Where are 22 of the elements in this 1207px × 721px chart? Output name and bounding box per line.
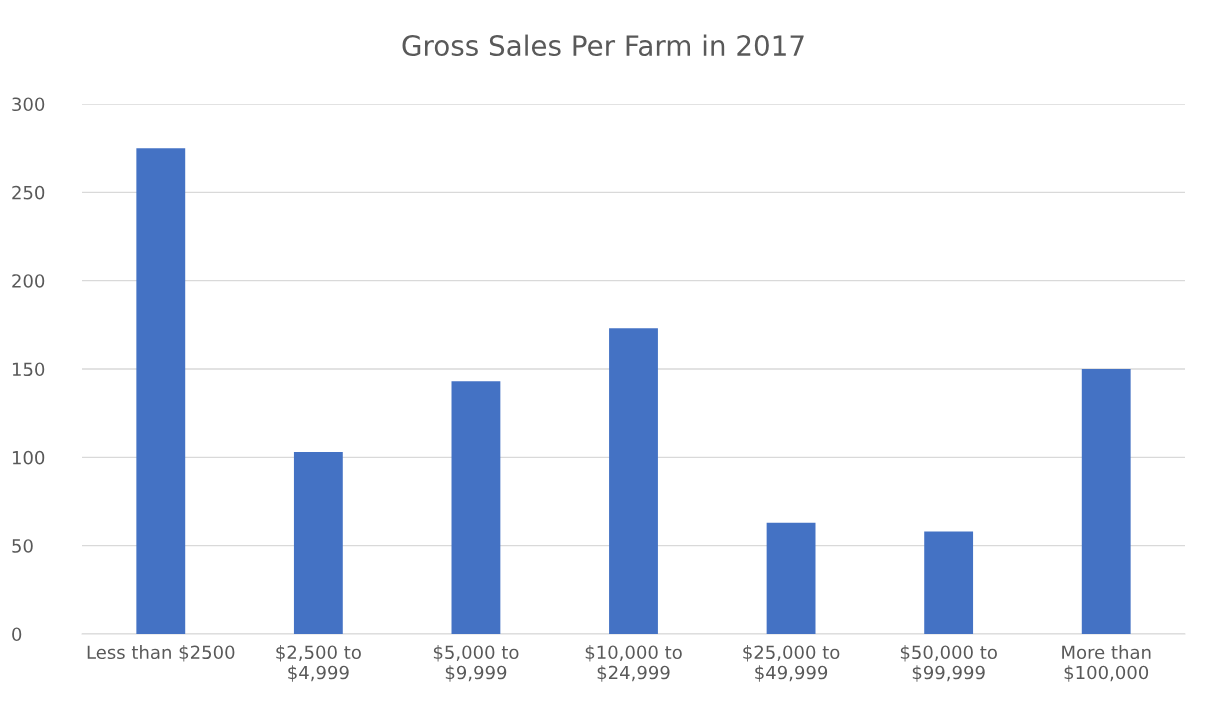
bar <box>766 522 816 634</box>
y-tick-label: 100 <box>12 450 45 465</box>
x-tick-label: $5,000 to $9,999 <box>433 645 519 682</box>
x-tick-label: Less than $2500 <box>87 645 235 662</box>
x-tick-label: $10,000 to $24,999 <box>585 645 682 682</box>
bar <box>924 531 974 634</box>
bar <box>293 452 343 634</box>
bar <box>609 328 658 634</box>
chart-title: Gross Sales Per Farm in 2017 <box>402 34 804 57</box>
x-tick-label: $25,000 to $49,999 <box>743 645 840 682</box>
x-tick-label: $2,500 to $4,999 <box>276 645 361 682</box>
bar <box>1081 369 1131 634</box>
y-tick-label: 250 <box>12 185 45 200</box>
y-tick-label: 300 <box>12 97 45 112</box>
bar <box>451 381 501 634</box>
y-tick-label: 0 <box>12 627 22 642</box>
y-tick-label: 200 <box>12 274 45 288</box>
bar <box>136 148 186 634</box>
x-tick-label: More than $100,000 <box>1062 645 1151 682</box>
y-tick-label: 50 <box>12 539 33 553</box>
x-tick-label: $50,000 to $99,999 <box>900 645 997 682</box>
y-tick-label: 150 <box>12 362 45 377</box>
